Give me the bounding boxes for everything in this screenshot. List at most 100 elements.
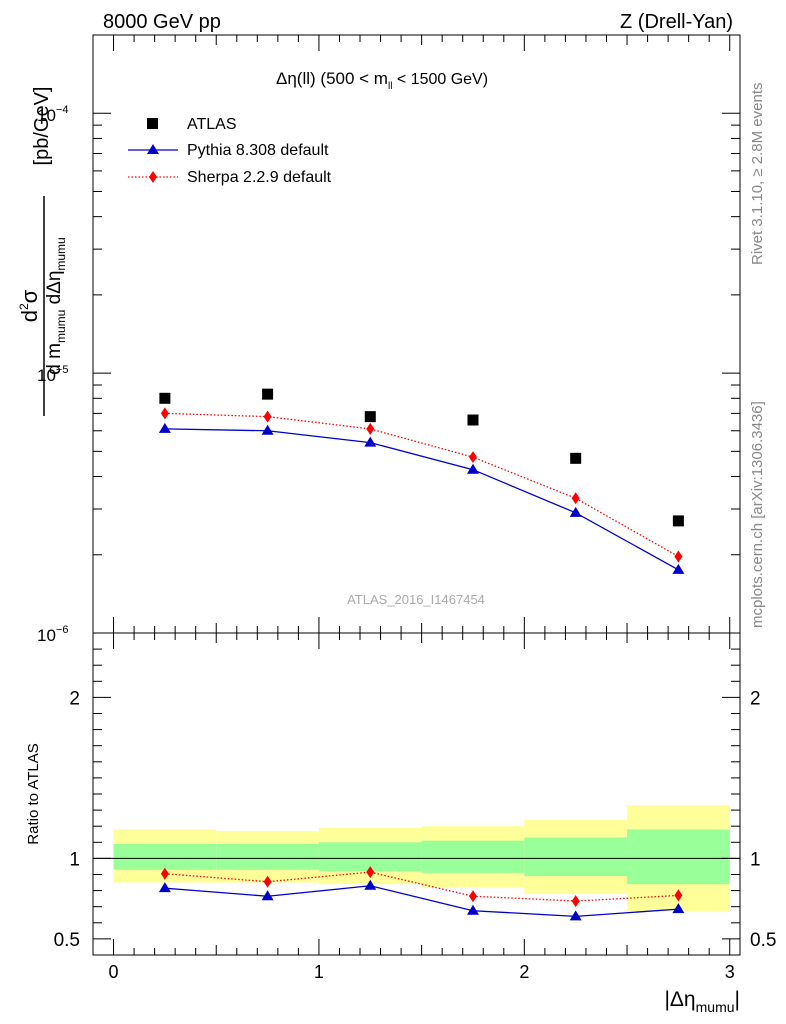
ratio-ytick-label-left: 2 — [69, 688, 80, 709]
ratio-xtick-label: 1 — [314, 962, 324, 982]
main-y-tick-labels: 10−610−510−4 — [37, 104, 68, 645]
ratio-axis-ticks — [93, 632, 740, 955]
sherpa-point — [674, 550, 683, 563]
main-ytick-exp: −4 — [56, 104, 69, 116]
ratio-band-inner — [113, 843, 217, 870]
ratio-panel: 0 1 2 3 0.5 0.5 1 1 2 2 Ratio to ATLAS |Δηmumu| — [25, 632, 777, 1015]
ratio-xtick-label: 2 — [519, 962, 529, 982]
ratio-xtick-label: 3 — [725, 962, 735, 982]
atlas-point — [467, 414, 479, 426]
ratio-series — [158, 866, 685, 921]
sherpa-point — [571, 492, 580, 505]
ylabel-den-sub1: mumu — [54, 310, 68, 343]
ratio-sherpa-point — [571, 895, 580, 908]
analysis-watermark: ATLAS_2016_I1467454 — [347, 592, 485, 607]
ratio-xtick-label: 0 — [109, 962, 119, 982]
ratio-ytick-label-right: 0.5 — [750, 930, 776, 951]
ratio-band-inner — [524, 837, 628, 877]
ratio-ytick-label-right: 2 — [750, 688, 761, 709]
ratio-pythia-point — [466, 904, 479, 915]
atlas-point — [364, 411, 376, 423]
main-ytick-label: 10−6 — [37, 624, 68, 645]
pythia-point — [364, 436, 377, 447]
main-ytick-base: 10 — [37, 626, 56, 645]
ylabel-num-sup: 2 — [17, 303, 31, 310]
ratio-sherpa-point — [263, 875, 272, 888]
legend-marker-sherpa — [149, 171, 157, 183]
sherpa-point — [263, 410, 272, 423]
ratio-sherpa-point — [468, 890, 477, 903]
ratio-ytick-label-left: 1 — [69, 849, 80, 870]
mcplots-label: mcplots.cern.ch [arXiv:1306.3436] — [749, 401, 766, 628]
atlas-point — [159, 392, 171, 404]
xlabel-pre: |Δη — [664, 988, 695, 1011]
ratio-band-inner — [216, 843, 319, 870]
pythia-line — [164, 428, 679, 571]
ylabel-denominator: d mmumu dΔηmumu — [44, 237, 68, 374]
ratio-sherpa-point — [366, 866, 375, 879]
atlas-point — [570, 452, 582, 464]
main-panel: 10−610−510−4 Δη(ll) (500 < mll < 1500 Ge… — [17, 34, 741, 645]
main-ytick-exp: −6 — [56, 624, 69, 636]
ratio-pythia-point — [672, 903, 685, 914]
main-ytick-base: 10 — [37, 106, 56, 125]
x-axis-label: |Δηmumu| — [664, 988, 740, 1015]
xlabel-post: | — [735, 988, 740, 1011]
main-ytick-base: 10 — [37, 366, 56, 385]
ratio-pythia-point — [261, 890, 274, 901]
sherpa-line — [164, 412, 679, 558]
ylabel-num-sigma: σ — [17, 289, 42, 303]
ratio-sherpa-point — [674, 889, 683, 902]
atlas-point — [262, 388, 274, 400]
header-left: 8000 GeV pp — [103, 11, 221, 33]
ylabel-unit: [pb/GeV] — [31, 87, 53, 166]
ratio-pythia-point — [158, 882, 171, 893]
atlas-point — [672, 515, 684, 527]
pythia-point — [261, 424, 274, 435]
legend-marker-atlas — [147, 118, 158, 129]
legend: ATLAS Pythia 8.308 default Sherpa 2.2.9 … — [128, 116, 332, 186]
legend-marker-pythia — [147, 144, 159, 154]
main-y-label: d2σ d mmumu dΔηmumu [pb/GeV] — [17, 87, 68, 416]
ylabel-den-mid: dΔη — [44, 271, 65, 310]
main-title-sub: ll — [388, 81, 392, 92]
main-title: Δη(ll) (500 < mll < 1500 GeV) — [276, 69, 488, 92]
ylabel-num-d: d — [17, 310, 42, 322]
ylabel-den-d: d m — [44, 343, 65, 375]
pythia-point — [158, 422, 171, 433]
legend-label-atlas: ATLAS — [187, 116, 237, 133]
sherpa-point — [468, 451, 477, 464]
main-title-pre: Δη(ll) (500 < m — [276, 69, 388, 88]
ratio-pythia-point — [364, 879, 377, 890]
ratio-y-label: Ratio to ATLAS — [25, 743, 42, 844]
xlabel-sub: mumu — [696, 999, 735, 1015]
ratio-pythia-line — [164, 885, 679, 918]
main-ytick-exp: −5 — [56, 364, 69, 376]
sherpa-point — [160, 407, 169, 420]
pythia-point — [569, 506, 582, 517]
ratio-band-inner — [421, 840, 525, 873]
main-title-post: < 1500 GeV) — [392, 71, 488, 88]
ratio-tick-labels: 0 1 2 3 0.5 0.5 1 1 2 2 — [54, 688, 777, 982]
main-ytick-label: 10−4 — [37, 104, 68, 125]
main-series — [158, 388, 685, 574]
ylabel-den-sub2: mumu — [54, 237, 68, 270]
ratio-ytick-label-right: 1 — [750, 849, 761, 870]
sherpa-point — [366, 422, 375, 435]
legend-label-pythia: Pythia 8.308 default — [187, 142, 329, 159]
rivet-label: Rivet 3.1.10, ≥ 2.8M events — [749, 83, 766, 266]
main-ytick-label: 10−5 — [37, 364, 68, 385]
ratio-uncertainty-bands — [113, 805, 730, 912]
ratio-band-inner — [627, 829, 730, 885]
main-axis-ticks — [93, 34, 740, 634]
header-right: Z (Drell-Yan) — [620, 11, 733, 33]
ratio-pythia-point — [569, 910, 582, 921]
legend-label-sherpa: Sherpa 2.2.9 default — [187, 169, 332, 186]
pythia-point — [672, 563, 685, 574]
ratio-sherpa-line — [164, 871, 679, 902]
pythia-point — [466, 463, 479, 474]
ratio-ytick-label-left: 0.5 — [54, 930, 80, 951]
ylabel-numerator: d2σ — [17, 289, 42, 322]
ratio-sherpa-point — [160, 867, 169, 880]
